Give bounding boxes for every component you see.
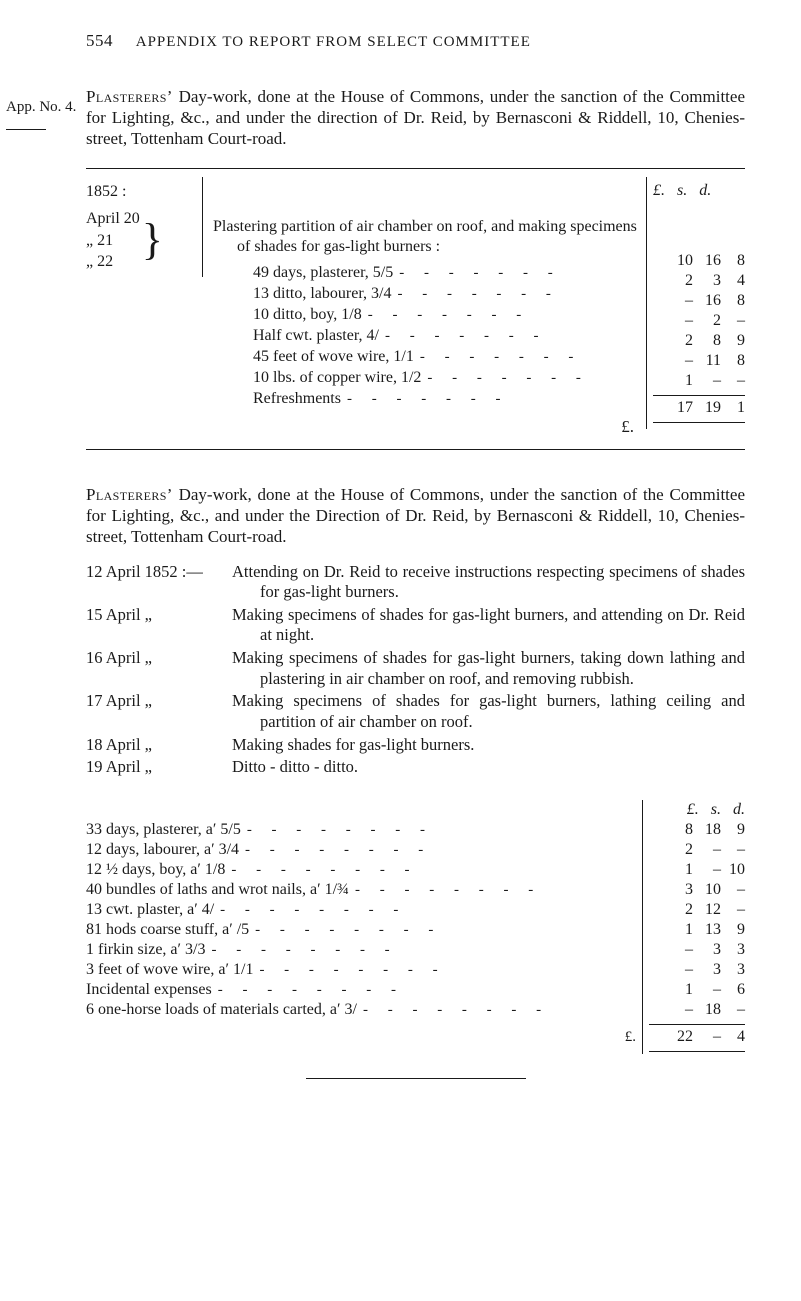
cost-row: 81 hods coarse stuff, a′ /5- - - - - - -… [86,920,745,940]
ledger-item: 13 ditto, labourer, 3/4- - - - - - - [213,284,638,304]
diary-list: 12 April 1852 :— Attending on Dr. Reid to… [86,562,745,778]
ledger-item: 49 days, plasterer, 5/5- - - - - - - [213,263,638,283]
cost-row: 6 one-horse loads of materials carted, a… [86,1000,745,1020]
marginal-rule [6,128,46,130]
diary-date: 18 April „ [86,735,218,756]
intro-a-lead: Plasterers’ [86,87,173,106]
intro-b-rest: Day-work, done at the House of Commons, … [86,485,745,547]
intro-b-lead: Plasterers’ [86,485,173,504]
ledger-a-total: 17 19 1 [653,398,745,418]
ledger-item: 10 lbs. of copper wire, 1/2- - - - - - - [213,368,638,388]
diary-date: 12 April 1852 :— [86,562,218,603]
ledger-item: Refreshments- - - - - - - [213,389,638,409]
cost-row: 13 cwt. plaster, a′ 4/- - - - - - - -212… [86,900,745,920]
ledger-a-total-label: £. [213,416,638,437]
cost-row: 33 days, plasterer, a′ 5/5- - - - - - - … [86,820,745,840]
money-header: £. s. d. [642,800,745,820]
tail-rule [306,1078,526,1079]
ledger-amount: 234 [653,271,745,291]
diary-row: 17 April „ Making specimens of shades for… [86,691,745,732]
intro-a-rest: Day-work, done at the House of Commons, … [86,87,745,149]
diary-row: 12 April 1852 :— Attending on Dr. Reid to… [86,562,745,603]
ledger-amount: –2– [653,311,745,331]
cost-row: 1 firkin size, a′ 3/3- - - - - - - -–33 [86,940,745,960]
ledger-a-year: 1852 : [86,181,196,203]
diary-body: Making shades for gas-light burners. [232,735,745,756]
cost-row: 12 days, labourer, a′ 3/4- - - - - - - -… [86,840,745,860]
ledger-amount: 289 [653,331,745,351]
diary-date: 16 April „ [86,648,218,689]
diary-date: 17 April „ [86,691,218,732]
page-number: 554 [86,31,113,50]
diary-body: Making specimens of shades for gas-light… [232,691,745,732]
costs-total: 22 – 4 [642,1027,745,1047]
ledger-a-date: „ 21 [86,230,140,252]
intro-para-a: Plasterers’ Day-work, done at the House … [86,86,745,150]
cost-row: 12 ½ days, boy, a′ 1/8- - - - - - - -1–1… [86,860,745,880]
diary-body: Making specimens of shades for gas-light… [232,605,745,646]
costs-table: £. s. d. 33 days, plasterer, a′ 5/5- - -… [86,800,745,1054]
running-head-text: APPENDIX TO REPORT FROM SELECT COMMITTEE [136,34,531,50]
ledger-a-date: „ 22 [86,251,140,273]
diary-body: Ditto - ditto - ditto. [232,757,745,778]
brace-icon: } [142,227,163,253]
cost-row: Incidental expenses- - - - - - - -1–6 [86,980,745,1000]
diary-row: 18 April „ Making shades for gas-light bu… [86,735,745,756]
ledger-amount: 1–– [653,371,745,391]
ledger-a-preamble: Plastering partition of air chamber on r… [213,217,638,257]
cost-row: 3 feet of wove wire, a′ 1/1- - - - - - -… [86,960,745,980]
ledger-amount: –118 [653,351,745,371]
diary-body: Making specimens of shades for gas-light… [232,648,745,689]
diary-date: 15 April „ [86,605,218,646]
diary-row: 15 April „ Making specimens of shades for… [86,605,745,646]
marginal-note-text: App. No. 4. [6,99,76,115]
marginal-note: App. No. 4. [0,98,84,136]
intro-para-b: Plasterers’ Day-work, done at the House … [86,484,745,548]
ledger-item: 10 ditto, boy, 1/8- - - - - - - [213,305,638,325]
ledger-a-body: Plastering partition of air chamber on r… [203,177,646,441]
ledger-amount: 10168 [653,251,745,271]
costs-total-label: £. [86,1028,642,1047]
ledger-a-money: £. s. d. 10168234–168–2–289–1181–– 17 19… [646,177,745,429]
running-head: 554 APPENDIX TO REPORT FROM SELECT COMMI… [86,30,745,52]
ledger-item: 45 feet of wove wire, 1/1- - - - - - - [213,347,638,367]
cost-row: 40 bundles of laths and wrot nails, a′ 1… [86,880,745,900]
ledger-item: Half cwt. plaster, 4/- - - - - - - [213,326,638,346]
diary-date: 19 April „ [86,757,218,778]
ledger-amount: –168 [653,291,745,311]
diary-body: Attending on Dr. Reid to receive instruc… [232,562,745,603]
ledger-a-dates: 1852 : April 20 „ 21 „ 22 } [86,177,203,277]
diary-row: 19 April „ Ditto - ditto - ditto. [86,757,745,778]
ledger-a: 1852 : April 20 „ 21 „ 22 } Plastering p… [86,168,745,450]
ledger-a-date: April 20 [86,208,140,230]
money-header: £. s. d. [653,181,745,201]
diary-row: 16 April „ Making specimens of shades for… [86,648,745,689]
